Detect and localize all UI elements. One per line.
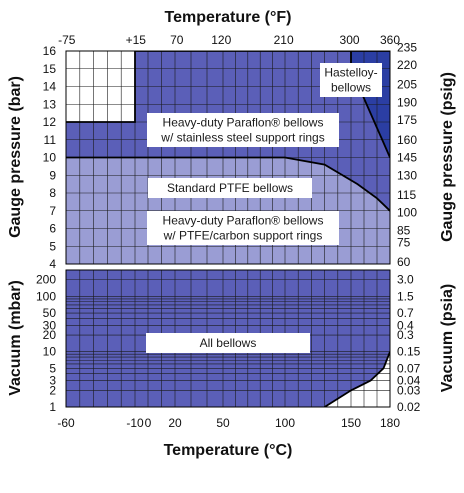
vacuum-mbar-tick-label: 10 [43,345,57,359]
label-hastelloy-bellows-text: Hastelloy- [324,66,377,80]
label-ptfe-carbon-rings-text: Heavy-duty Paraflon® bellows [163,214,324,228]
fahrenheit-tick-label: +15 [126,33,147,47]
vacuum-right-axis-title: Vacuum (psia) [439,284,456,392]
gauge-psig-tick-label: 205 [397,78,417,92]
gauge-psig-tick-label: 145 [397,151,417,165]
gauge-bar-tick-label: 9 [49,168,56,182]
gauge-psig-tick-label: 60 [397,255,411,269]
gauge-bar-tick-label: 16 [43,44,57,58]
vacuum-boundary-lines [324,351,390,407]
label-stainless-steel-rings-box [147,113,339,147]
vacuum-grid [66,270,390,407]
gauge-psig-tick-label: 160 [397,133,417,147]
celsius-tick-label: -10 [126,416,144,430]
fahrenheit-tick-label: 120 [211,33,231,47]
gauge-psig-tick-label: 220 [397,58,417,72]
label-standard-ptfe: Standard PTFE bellows [148,178,312,198]
gauge-bar-tick-label: 12 [43,115,57,129]
vacuum-psia-tick-label: 0.15 [397,345,421,359]
vacuum-mbar-tick-label: 1 [49,400,56,414]
gauge-bar-tick-label: 14 [43,80,57,94]
celsius-tick-label: 180 [380,416,400,430]
vacuum-mbar-tick-label: 100 [36,289,56,303]
vacuum-psia-tick-label: 0.04 [397,374,421,388]
gauge-psig-tick-label: 235 [397,40,417,54]
label-ptfe-carbon-rings-box [147,211,339,245]
gauge-pressure-panel: Hastelloy-bellows Heavy-duty Paraflon® be… [65,50,391,265]
gauge-right-axis-title: Gauge pressure (psig) [439,72,456,242]
gauge-bar-tick-label: 10 [43,151,57,165]
all-bellows-boundary-line [324,351,390,407]
vacuum-psia-tick-label: 0.02 [397,400,421,414]
fahrenheit-tick-label: 70 [170,33,184,47]
celsius-tick-label: -60 [57,416,75,430]
label-hastelloy-bellows: Hastelloy-bellows [320,63,382,97]
gauge-bar-tick-label: 11 [44,133,57,147]
label-stainless-steel-rings-text: Heavy-duty Paraflon® bellows [163,116,324,130]
celsius-tick-label: 150 [341,416,361,430]
label-stainless-steel-rings-text: w/ stainless steel support rings [160,131,324,145]
gauge-bar-tick-label: 13 [43,97,57,111]
ptfe-boundary-line [66,156,390,212]
gauge-psig-tick-label: 175 [397,113,417,127]
vacuum-mbar-tick-label: 50 [43,306,57,320]
gauge-left-axis-title: Gauge pressure (bar) [7,76,24,238]
stainless-steel-boundary-line [66,51,390,123]
gauge-bar-tick-label: 15 [43,62,57,76]
label-hastelloy-bellows-text: bellows [331,81,371,95]
vacuum-psia-tick-label: 0.3 [397,328,414,342]
celsius-tick-label: 50 [216,416,230,430]
celsius-tick-label: 0 [145,416,152,430]
label-all-bellows-box [146,333,310,353]
gauge-psig-tick-label: 130 [397,168,417,182]
vacuum-left-axis-title: Vacuum (mbar) [7,280,24,396]
gauge-psig-tick-label: 115 [397,188,416,202]
gauge-psig-tick-label: 100 [397,206,417,220]
gauge-bar-tick-label: 5 [49,239,56,253]
gauge-bar-tick-label: 6 [49,222,56,236]
fahrenheit-tick-label: 210 [274,33,294,47]
label-standard-ptfe-text: Standard PTFE bellows [167,181,293,195]
gauge-panel-frame [65,50,391,265]
celsius-tick-label: 20 [168,416,182,430]
vacuum-mbar-tick-label: 3 [49,374,56,388]
fahrenheit-tick-label: 360 [380,33,400,47]
celsius-tick-label: 100 [275,416,295,430]
vacuum-psia-tick-label: 3.0 [397,273,414,287]
gauge-region-labels: Hastelloy-bellows Heavy-duty Paraflon® be… [147,63,382,245]
vacuum-psia-tick-label: 0.03 [397,383,421,397]
vacuum-mbar-tick-label: 200 [36,273,56,287]
label-all-bellows-text: All bellows [200,336,257,350]
gauge-psig-tick-label: 75 [397,236,411,250]
vacuum-region-labels: All bellows [146,333,310,353]
vacuum-mbar-tick-label: 2 [49,383,56,397]
gauge-bar-tick-label: 4 [49,257,56,271]
gauge-bar-tick-label: 7 [49,204,56,218]
vacuum-psia-tick-label: 0.07 [397,361,421,375]
label-standard-ptfe-box [148,178,312,198]
label-hastelloy-bellows-box [320,63,382,97]
gauge-psig-tick-label: 85 [397,223,411,237]
label-all-bellows: All bellows [146,333,310,353]
vacuum-mbar-tick-label: 20 [43,328,57,342]
vacuum-mbar-tick-label: 5 [49,361,56,375]
vacuum-psia-tick-label: 0.4 [397,318,414,332]
vacuum-psia-tick-label: 1.5 [397,289,414,303]
vacuum-panel-frame [65,269,391,408]
vacuum-psia-tick-label: 0.7 [397,306,414,320]
fahrenheit-tick-label: 300 [340,33,360,47]
top-axis-title: Temperature (°F) [164,9,291,26]
vacuum-panel: All bellows [65,269,391,408]
label-ptfe-carbon-rings-text: w/ PTFE/carbon support rings [163,229,323,243]
gauge-bar-tick-label: 8 [49,186,56,200]
gauge-psig-tick-label: 190 [397,95,417,109]
vacuum-mbar-tick-label: 30 [43,318,57,332]
axis-tick-labels: -75 +15 70 120 210 300 360-60 -10 0 20 50 100 150 180… [36,33,421,430]
bottom-axis-title: Temperature (°C) [164,442,293,459]
fahrenheit-tick-label: -75 [58,33,76,47]
